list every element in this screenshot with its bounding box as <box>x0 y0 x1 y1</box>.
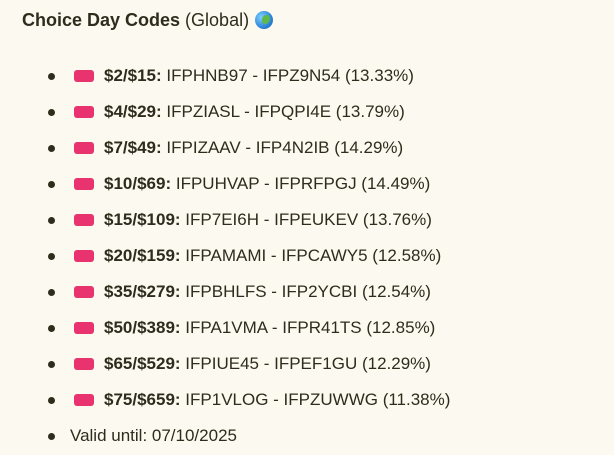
code-range: IFPUHVAP - IFPRFPGJ (14.49%) <box>171 174 431 193</box>
ticket-icon <box>74 178 94 190</box>
bullet <box>48 217 55 224</box>
tier-label: $50/$389: <box>104 318 181 337</box>
code-list-item: $10/$69: IFPUHVAP - IFPRFPGJ (14.49%) <box>0 166 450 202</box>
page-title: Choice Day Codes (Global) <box>22 8 274 32</box>
code-list-item: $20/$159: IFPAMAMI - IFPCAWY5 (12.58%) <box>0 238 450 274</box>
tier-label: $65/$529: <box>104 354 181 373</box>
code-range: IFPZIASL - IFPQPI4E (13.79%) <box>161 102 405 121</box>
code-list: $2/$15: IFPHNB97 - IFPZ9N54 (13.33%) $4/$… <box>0 58 450 454</box>
code-range: IFPIUE45 - IFPEF1GU (12.29%) <box>180 354 431 373</box>
bullet <box>48 109 55 116</box>
bullet <box>48 145 55 152</box>
valid-until: Valid until: 07/10/2025 <box>70 426 237 445</box>
ticket-icon <box>74 250 94 262</box>
code-range: IFPBHLFS - IFP2YCBI (12.54%) <box>180 282 431 301</box>
title-region: (Global) <box>180 10 250 30</box>
tier-label: $35/$279: <box>104 282 181 301</box>
code-range: IFPA1VMA - IFPR41TS (12.85%) <box>180 318 436 337</box>
code-list-item: $75/$659: IFP1VLOG - IFPZUWWG (11.38%) <box>0 382 450 418</box>
ticket-icon <box>74 394 94 406</box>
code-range: IFP7EI6H - IFPEUKEV (13.76%) <box>180 210 432 229</box>
bullet <box>48 289 55 296</box>
ticket-icon <box>74 322 94 334</box>
code-list-item: $7/$49: IFPIZAAV - IFP4N2IB (14.29%) <box>0 130 450 166</box>
ticket-icon <box>74 142 94 154</box>
bullet <box>48 181 55 188</box>
code-list-item: $15/$109: IFP7EI6H - IFPEUKEV (13.76%) <box>0 202 450 238</box>
code-range: IFP1VLOG - IFPZUWWG (11.38%) <box>180 390 451 409</box>
code-list-item: $4/$29: IFPZIASL - IFPQPI4E (13.79%) <box>0 94 450 130</box>
tier-label: $20/$159: <box>104 246 181 265</box>
code-list-item: $2/$15: IFPHNB97 - IFPZ9N54 (13.33%) <box>0 58 450 94</box>
ticket-icon <box>74 358 94 370</box>
tier-label: $10/$69: <box>104 174 172 193</box>
title-bold: Choice Day Codes <box>22 10 181 30</box>
bullet <box>48 397 55 404</box>
bullet <box>48 73 55 80</box>
valid-until-item: Valid until: 07/10/2025 <box>0 418 450 454</box>
ticket-icon <box>74 214 94 226</box>
code-list-item: $50/$389: IFPA1VMA - IFPR41TS (12.85%) <box>0 310 450 346</box>
tier-label: $2/$15: <box>104 66 162 85</box>
ticket-icon <box>74 106 94 118</box>
tier-label: $15/$109: <box>104 210 181 229</box>
tier-label: $7/$49: <box>104 138 162 157</box>
code-list-item: $35/$279: IFPBHLFS - IFP2YCBI (12.54%) <box>0 274 450 310</box>
tier-label: $4/$29: <box>104 102 162 121</box>
tier-label: $75/$659: <box>104 390 181 409</box>
code-range: IFPHNB97 - IFPZ9N54 (13.33%) <box>161 66 414 85</box>
bullet <box>48 253 55 260</box>
bullet <box>48 433 55 440</box>
code-range: IFPIZAAV - IFP4N2IB (14.29%) <box>161 138 404 157</box>
ticket-icon <box>74 286 94 298</box>
code-list-item: $65/$529: IFPIUE45 - IFPEF1GU (12.29%) <box>0 346 450 382</box>
globe-icon <box>255 11 274 29</box>
ticket-icon <box>74 70 94 82</box>
bullet <box>48 325 55 332</box>
bullet <box>48 361 55 368</box>
code-range: IFPAMAMI - IFPCAWY5 (12.58%) <box>180 246 442 265</box>
